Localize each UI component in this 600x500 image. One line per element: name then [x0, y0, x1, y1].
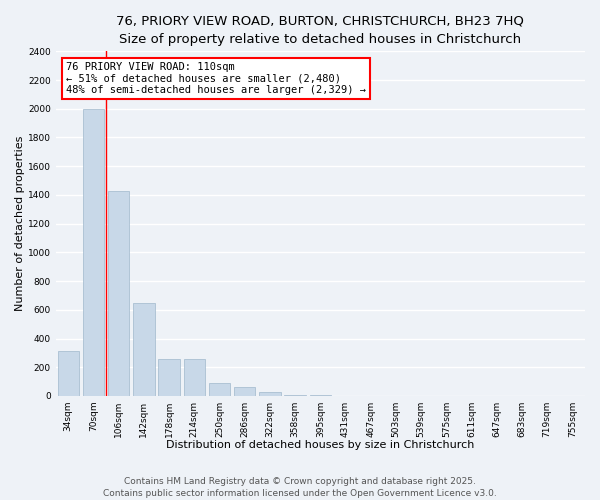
- Bar: [58, 352, 79, 396]
- Text: Contains HM Land Registry data © Crown copyright and database right 2025.
Contai: Contains HM Land Registry data © Crown c…: [103, 476, 497, 498]
- Bar: [284, 394, 306, 396]
- Bar: [184, 358, 205, 396]
- Bar: [133, 302, 155, 396]
- Bar: [158, 358, 180, 396]
- Bar: [108, 190, 130, 396]
- Bar: [83, 109, 104, 396]
- Bar: [209, 383, 230, 396]
- Bar: [234, 388, 256, 396]
- Text: 76 PRIORY VIEW ROAD: 110sqm
← 51% of detached houses are smaller (2,480)
48% of : 76 PRIORY VIEW ROAD: 110sqm ← 51% of det…: [66, 62, 366, 95]
- Y-axis label: Number of detached properties: Number of detached properties: [15, 136, 25, 312]
- Title: 76, PRIORY VIEW ROAD, BURTON, CHRISTCHURCH, BH23 7HQ
Size of property relative t: 76, PRIORY VIEW ROAD, BURTON, CHRISTCHUR…: [116, 15, 524, 46]
- X-axis label: Distribution of detached houses by size in Christchurch: Distribution of detached houses by size …: [166, 440, 475, 450]
- Bar: [259, 392, 281, 396]
